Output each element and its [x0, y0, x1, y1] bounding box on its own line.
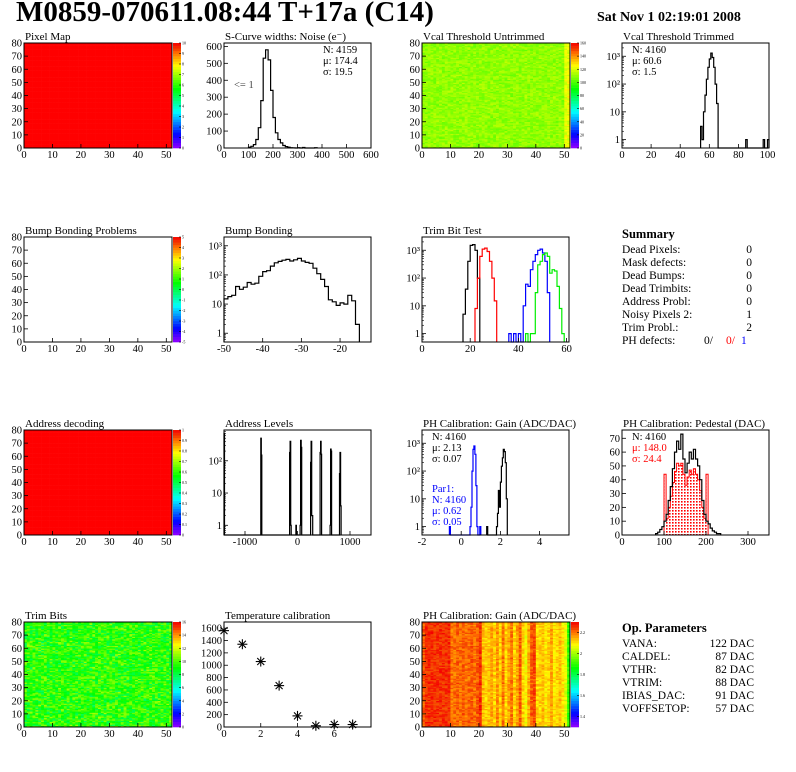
palette-swatch — [173, 130, 181, 133]
x-tick-label: 500 — [339, 150, 355, 161]
palette-tick-label: 9 — [182, 51, 184, 56]
palette-tick-label: 3 — [182, 114, 184, 119]
palette-tick-label: 4 — [182, 104, 184, 109]
palette-swatch — [173, 85, 181, 88]
palette-swatch — [173, 138, 181, 141]
palette-swatch — [173, 119, 181, 122]
palette-swatch — [173, 90, 181, 93]
plot-area — [422, 43, 570, 148]
stats-line: σ: 19.5 — [323, 67, 353, 78]
palette-swatch — [173, 96, 181, 99]
palette-swatch — [173, 43, 181, 46]
chart-title: Vcal Threshold Untrimmed — [423, 31, 545, 43]
y-tick-label: 600 — [206, 42, 222, 53]
palette-swatch — [173, 122, 181, 125]
y-tick-label: 100 — [206, 127, 222, 138]
chart-title: Pixel Map — [25, 31, 71, 43]
y-tick-label: 500 — [206, 59, 222, 70]
palette-swatch — [173, 98, 181, 101]
chart-panel: Vcal Threshold Untrimmed0204060801001201… — [410, 31, 587, 161]
y-tick-label: 300 — [206, 93, 222, 104]
y-tick-label: 200 — [206, 110, 222, 121]
palette-swatch — [173, 111, 181, 114]
x-tick-label: 30 — [104, 150, 115, 161]
palette-swatch — [173, 101, 181, 104]
x-tick-label: 40 — [133, 150, 144, 161]
y-tick-label: 80 — [12, 39, 23, 50]
y-tick-label: 40 — [12, 91, 23, 102]
chart-panel: S-Curve widths: Noise (e⁻) 0 100 200 300 400 5… — [206, 31, 379, 161]
palette-swatch — [173, 106, 181, 109]
palette-swatch — [173, 59, 181, 62]
y-tick-label: 400 — [206, 76, 222, 87]
palette-tick-label: 2 — [182, 125, 184, 130]
y-tick-label: 20 — [12, 117, 23, 128]
palette-swatch — [173, 77, 181, 80]
y-tick-label: 70 — [12, 52, 23, 63]
stats-line: μ: 174.4 — [323, 56, 359, 67]
palette-swatch — [173, 69, 181, 72]
palette-swatch — [173, 56, 181, 59]
chart-title: S-Curve widths: Noise (e⁻) — [225, 31, 346, 43]
palette-tick-label: 8 — [182, 62, 184, 67]
chart-panel: Pixel Map 0 1 2 3 4 5 6 7 8 9 10 0 10 20 30 40 50 0 10 20 30 4… — [12, 31, 187, 161]
x-tick-label: 50 — [161, 150, 172, 161]
y-tick-label: 10 — [12, 130, 23, 141]
y-tick-label: 60 — [12, 65, 23, 76]
y-tick-label: 30 — [12, 104, 23, 115]
plot-area — [24, 43, 172, 148]
palette-swatch — [173, 54, 181, 57]
palette-swatch — [173, 109, 181, 112]
x-tick-label: 100 — [241, 150, 257, 161]
palette-tick-label: 10 — [182, 41, 186, 46]
plot-area — [249, 50, 318, 148]
palette-swatch — [173, 143, 181, 146]
palette-tick-label: 5 — [182, 93, 184, 98]
y-tick-label: 0 — [217, 144, 222, 155]
annotation: <= 1 — [234, 80, 254, 91]
x-tick-label: 0 — [221, 150, 226, 161]
y-tick-label: 50 — [12, 78, 23, 89]
palette-swatch — [173, 132, 181, 135]
palette-swatch — [173, 75, 181, 78]
palette-swatch — [173, 67, 181, 70]
palette-swatch — [173, 117, 181, 120]
palette-tick-label: 6 — [182, 83, 184, 88]
palette-tick-label: 1 — [182, 135, 184, 140]
histogram-series-0 — [249, 50, 318, 148]
palette-tick-label: 0 — [182, 146, 184, 151]
palette-swatch — [173, 46, 181, 49]
stats-line: N: 4159 — [323, 45, 357, 56]
palette-swatch — [173, 80, 181, 83]
palette-swatch — [173, 48, 181, 51]
x-tick-label: 400 — [314, 150, 330, 161]
x-tick-label: 300 — [290, 150, 306, 161]
palette-swatch — [173, 64, 181, 67]
x-tick-label: 0 — [21, 150, 26, 161]
palette-swatch — [173, 140, 181, 143]
y-tick-label: 0 — [17, 144, 22, 155]
palette-tick-label: 7 — [182, 72, 184, 77]
x-tick-label: 20 — [76, 150, 87, 161]
x-tick-label: 200 — [265, 150, 281, 161]
x-tick-label: 10 — [47, 150, 58, 161]
palette-swatch — [173, 88, 181, 91]
x-tick-label: 600 — [363, 150, 379, 161]
palette-swatch — [173, 127, 181, 130]
